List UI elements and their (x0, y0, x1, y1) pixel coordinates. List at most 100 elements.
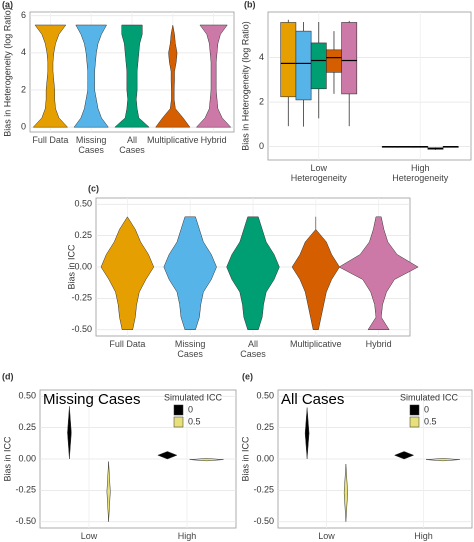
panel-label: (c) (88, 183, 99, 193)
legend-label: 0.5 (424, 416, 437, 426)
x-tick-label: Multiplicative (147, 135, 199, 145)
legend-key (409, 416, 420, 428)
violin (304, 407, 310, 460)
y-tick-label: 0.00 (18, 453, 36, 463)
x-tick-label-box: High Heterogeneity (392, 163, 449, 183)
legend-label: 0.5 (188, 416, 201, 426)
x-tick-label: Hybrid (200, 135, 227, 145)
x-tick-label: All Cases (119, 135, 145, 155)
panel-title: All Cases (281, 391, 344, 408)
x-tick-label-box: Multiplicative (290, 339, 342, 349)
x-tick-label-box: Full Data (32, 135, 69, 145)
panel-label: (e) (242, 371, 253, 381)
box (326, 49, 342, 73)
box (280, 22, 297, 98)
x-tick-label: Full Data (109, 339, 146, 349)
violin (73, 24, 109, 128)
x-tick-label-box: Low Heterogeneity (290, 163, 347, 183)
x-tick-label-box: Full Data (109, 339, 146, 349)
x-tick-label: Missing Cases (174, 339, 206, 359)
y-tick-label: 0.25 (18, 422, 36, 432)
y-tick-label: -0.50 (15, 516, 36, 526)
box (310, 42, 327, 90)
violin (393, 451, 415, 460)
y-tick-label: 2 (21, 84, 26, 94)
legend-title: Simulated ICC (400, 392, 459, 402)
x-tick-label-box: Low Heterogeneity (61, 531, 117, 542)
panel-label: (b) (244, 0, 256, 9)
y-tick-label: -0.25 (71, 293, 92, 303)
y-tick-label: 0 (21, 122, 26, 132)
violin (189, 458, 224, 462)
x-tick-label-box: Multiplicative (147, 135, 199, 145)
x-tick-label-box: All Cases (119, 135, 145, 155)
y-tick-label: 2 (259, 97, 264, 107)
y-tick-label: -0.50 (253, 516, 274, 526)
y-axis-title: Bias in ICC (2, 436, 12, 482)
panel-title: Missing Cases (43, 391, 141, 408)
y-tick-label: 0.00 (74, 261, 92, 271)
y-axis-title: Bias in Heterogeneity (log Ratio) (2, 7, 12, 137)
violin (67, 406, 72, 460)
y-tick-label: 0.25 (74, 230, 92, 240)
violin (343, 464, 348, 522)
violin (106, 461, 111, 522)
y-axis-title: Bias in ICC (66, 244, 76, 290)
x-tick-label: Hybrid (365, 339, 392, 349)
legend-label: 0 (424, 404, 429, 414)
violin (114, 24, 150, 128)
x-tick-label: Low Heterogeneity (290, 163, 347, 183)
violin (157, 451, 178, 460)
x-tick-label: Multiplicative (290, 339, 342, 349)
x-tick-label: High Heterogeneity (159, 531, 215, 542)
violin (226, 216, 280, 330)
y-tick-label: 0.50 (18, 391, 36, 401)
x-tick-label-box: Low Heterogeneity (298, 531, 354, 542)
y-tick-label: 0.00 (256, 453, 274, 463)
legend-label: 0 (188, 404, 193, 414)
legend-key (409, 404, 420, 416)
legend-title: Simulated ICC (164, 392, 223, 402)
y-tick-label: 4 (259, 52, 264, 62)
y-tick-label: 0.25 (256, 422, 274, 432)
violin (32, 24, 69, 128)
legend-key (173, 404, 184, 416)
x-tick-label-box: All Cases (240, 339, 266, 359)
panel-label: (d) (2, 371, 14, 381)
y-tick-label: 0.50 (74, 199, 92, 209)
x-tick-label-box: Missing Cases (75, 135, 107, 155)
x-tick-label: High Heterogeneity (392, 163, 449, 183)
violin (163, 216, 217, 330)
y-tick-label: 0.50 (256, 391, 274, 401)
x-tick-label: All Cases (240, 339, 266, 359)
x-tick-label: Full Data (32, 135, 69, 145)
box (295, 30, 312, 101)
y-tick-label: 0 (259, 141, 264, 151)
x-tick-label-box: Missing Cases (174, 339, 206, 359)
y-tick-label: -0.25 (15, 485, 36, 495)
violin (425, 458, 460, 462)
violin (100, 216, 155, 330)
panel-label: (a) (2, 0, 13, 9)
x-tick-label-box: High Heterogeneity (395, 531, 451, 542)
violin (195, 24, 232, 128)
violin (338, 216, 419, 330)
x-tick-label-box: Hybrid (200, 135, 227, 145)
x-tick-label: Low Heterogeneity (61, 531, 117, 542)
y-axis-title: Bias in Heterogeneity (log Ratio) (240, 21, 250, 151)
y-tick-label: -0.25 (253, 485, 274, 495)
y-tick-label: 6 (21, 10, 26, 20)
x-tick-label: High Heterogeneity (395, 531, 451, 542)
x-tick-label-box: High Heterogeneity (159, 531, 215, 542)
x-tick-label-box: Hybrid (365, 339, 392, 349)
x-tick-label: Missing Cases (75, 135, 107, 155)
box (341, 22, 358, 95)
violin (155, 24, 191, 128)
y-tick-label: -0.50 (71, 324, 92, 334)
x-tick-label: Low Heterogeneity (298, 531, 354, 542)
y-axis-title: Bias in ICC (240, 436, 250, 482)
violin (291, 216, 340, 330)
y-tick-label: 4 (21, 47, 26, 57)
legend-key (173, 416, 184, 428)
